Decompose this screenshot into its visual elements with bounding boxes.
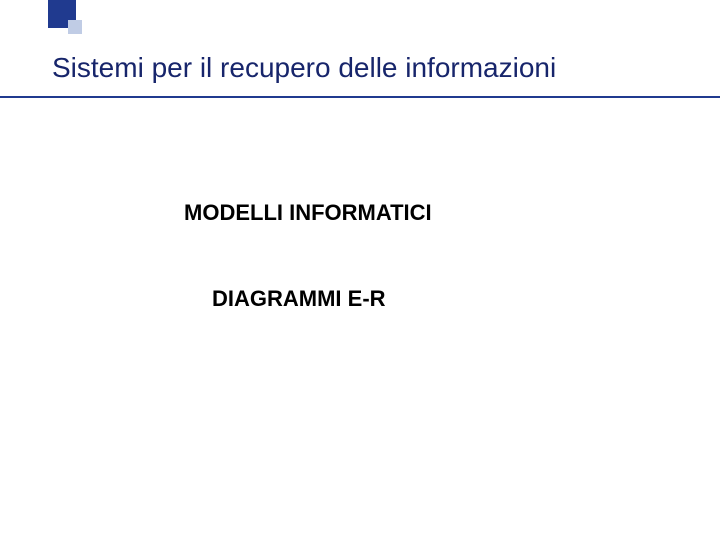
subtitle-line-1: MODELLI INFORMATICI <box>184 200 432 226</box>
slide-title: Sistemi per il recupero delle informazio… <box>52 52 692 84</box>
bullet-decoration <box>48 0 82 34</box>
square-small-icon <box>68 20 82 34</box>
subtitle-line-2: DIAGRAMMI E-R <box>212 286 386 312</box>
slide: Sistemi per il recupero delle informazio… <box>0 0 720 540</box>
divider-line <box>0 96 720 98</box>
